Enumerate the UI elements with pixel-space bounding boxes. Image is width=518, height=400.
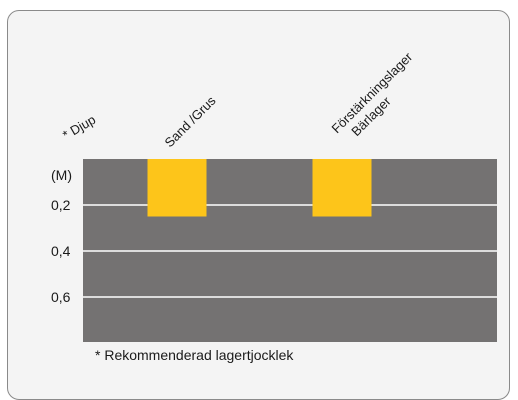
category-label: Sand /Grus <box>162 93 219 150</box>
depth-header: * Djup <box>60 112 98 143</box>
depth-chart: 0,2 0,4 0,6 (M) * Djup Sand /Grus Förstärkn… <box>51 49 497 342</box>
bar <box>147 159 207 217</box>
bar <box>312 159 372 217</box>
category-label: FörstärkningslagerBärlager <box>329 49 428 148</box>
y-tick-label: 0,4 <box>51 243 71 259</box>
unit-label: (M) <box>51 167 72 183</box>
y-tick-labels: 0,2 0,4 0,6 <box>51 197 71 305</box>
y-tick-label: 0,2 <box>51 197 71 213</box>
bars <box>147 159 372 217</box>
category-labels: Sand /Grus FörstärkningslagerBärlager <box>162 49 428 150</box>
y-tick-label: 0,6 <box>51 289 71 305</box>
category-label-line: Sand /Grus <box>162 93 219 150</box>
footnote: * Rekommenderad lagertjocklek <box>95 347 294 363</box>
